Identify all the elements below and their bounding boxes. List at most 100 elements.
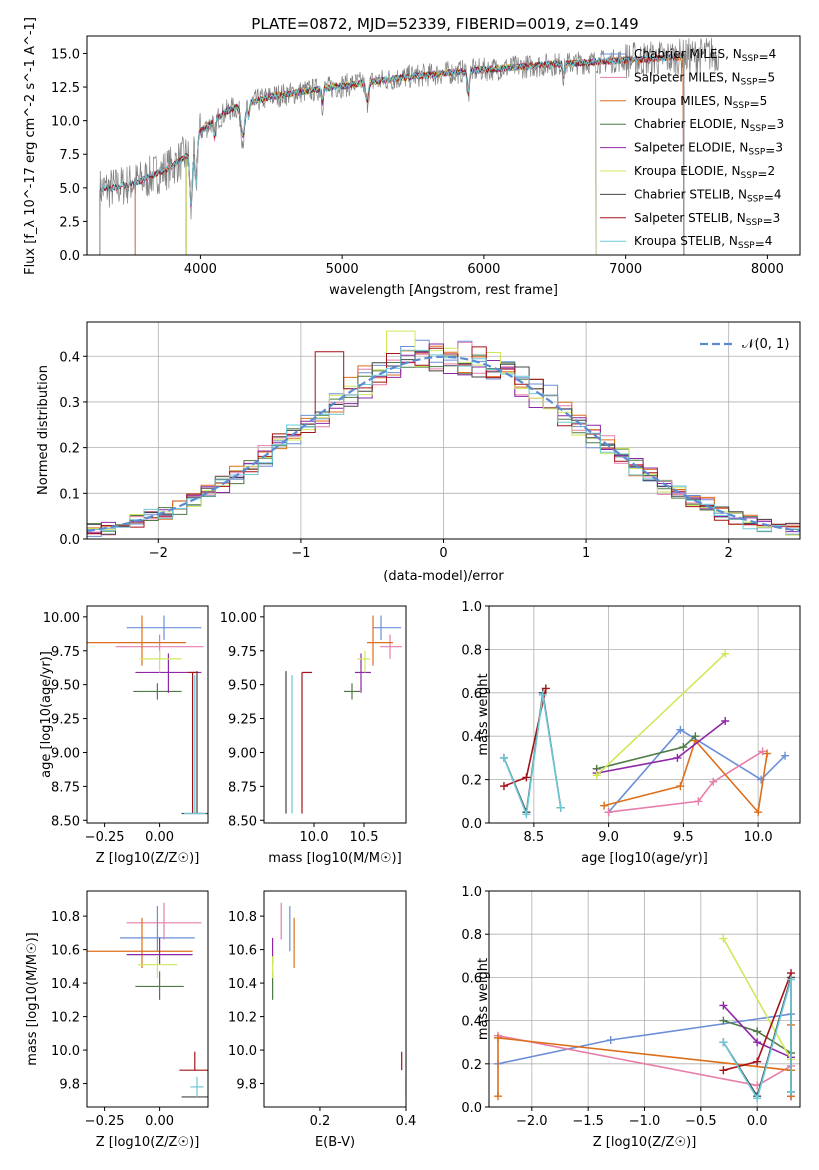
legend-entry: Chabrier STELIB, NSSP=4 bbox=[634, 187, 782, 204]
x-tick-label: 4000 bbox=[184, 262, 217, 277]
legend-nssp-sub: SSP bbox=[742, 54, 759, 64]
panel-age_vs_Z: −0.25 0.00 8.50 8.75 9.00 9.25 9.50 9.75 10.00 Z … bbox=[39, 605, 209, 866]
series-line bbox=[592, 649, 730, 780]
data-point-marker bbox=[763, 749, 772, 758]
data-point-marker bbox=[676, 782, 685, 791]
data-point-marker bbox=[694, 797, 703, 806]
legend-entry: Salpeter ELODIE, NSSP=3 bbox=[634, 141, 783, 158]
y-tick-label: 0.0 bbox=[461, 1101, 482, 1116]
x-tick-label: 9.5 bbox=[673, 830, 694, 845]
y-tick-label: 0.4 bbox=[461, 1015, 482, 1030]
series-path bbox=[722, 979, 792, 1101]
legend-nssp-prefix: , N bbox=[732, 141, 749, 155]
y-tick-label: 0.3 bbox=[59, 396, 80, 411]
data-point-marker bbox=[753, 1027, 762, 1036]
legend-name: Kroupa STELIB bbox=[634, 234, 721, 248]
x-tick-label: 6000 bbox=[467, 262, 500, 277]
legend-name: Chabrier ELODIE bbox=[634, 117, 733, 131]
plot-area bbox=[272, 902, 406, 1097]
data-point-marker bbox=[494, 1033, 503, 1042]
error-bar-point bbox=[87, 615, 186, 666]
series-line bbox=[719, 969, 795, 1075]
data-point-marker bbox=[786, 975, 795, 984]
plot-area bbox=[87, 902, 208, 1098]
panel-weight_vs_Z: −2.0 −1.5 −1.0 −0.5 0.0 0.0 0.2 0.4 0.6 0.8 1.0 Z [… bbox=[461, 885, 801, 1150]
legend-eq: = bbox=[757, 73, 767, 87]
y-tick-label: 0.2 bbox=[59, 442, 80, 457]
legend-eq: = bbox=[763, 214, 773, 228]
error-bar-point bbox=[126, 615, 202, 640]
data-point-marker bbox=[753, 1057, 762, 1066]
x-tick-label: −0.25 bbox=[85, 830, 125, 845]
y-tick-label: 1.0 bbox=[461, 600, 482, 615]
x-axis-label: Z [log10(Z/Z☉)] bbox=[96, 1135, 200, 1150]
legend-name: Salpeter ELODIE bbox=[634, 141, 732, 155]
x-tick-label: 0.4 bbox=[396, 1114, 417, 1129]
data-point-marker bbox=[541, 684, 550, 693]
error-bar-point bbox=[344, 683, 360, 700]
y-axis-label: mass weight bbox=[476, 958, 491, 1040]
x-tick-label: −1.0 bbox=[629, 1114, 661, 1129]
error-bar-point bbox=[87, 917, 193, 969]
panel-residuals: −2 −1 0 1 2 0.0 0.1 0.2 0.3 0.4 (data-model)/error… bbox=[36, 321, 801, 584]
figure-title: PLATE=0872, MJD=52339, FIBERID=0019, z=0… bbox=[251, 15, 638, 33]
data-point-marker bbox=[556, 803, 565, 812]
legend-nssp-value: 3 bbox=[777, 117, 785, 131]
model-spectrum-line bbox=[185, 58, 597, 255]
y-tick-label: 0.6 bbox=[461, 687, 482, 702]
error-bar-point bbox=[133, 683, 182, 700]
y-tick-label: 0.4 bbox=[461, 730, 482, 745]
y-tick-label: 1.0 bbox=[461, 885, 482, 900]
legend-nssp-value: 4 bbox=[769, 47, 777, 61]
y-tick-label: 10.8 bbox=[228, 910, 257, 925]
y-tick-label: 10.2 bbox=[51, 1011, 80, 1026]
x-axis-label: Z [log10(Z/Z☉)] bbox=[96, 851, 200, 866]
x-tick-label: −2.0 bbox=[516, 1114, 548, 1129]
data-point-marker bbox=[538, 690, 547, 699]
panel-mass_vs_Z: −0.25 0.00 9.8 10.0 10.2 10.4 10.6 10.8 Z [log10… bbox=[25, 890, 209, 1150]
legend-eq: = bbox=[750, 97, 760, 111]
x-tick-label: 10.0 bbox=[300, 830, 329, 845]
data-point-marker bbox=[781, 751, 790, 760]
legend-nssp-prefix: , N bbox=[724, 164, 741, 178]
error-bar-point bbox=[380, 634, 402, 659]
data-point-marker bbox=[719, 1066, 728, 1075]
legend-name: Kroupa ELODIE bbox=[634, 164, 724, 178]
data-point-marker bbox=[691, 732, 700, 741]
y-axis-label: mass [log10(M/M☉)] bbox=[25, 932, 40, 1065]
legend-name: Salpeter MILES bbox=[634, 70, 724, 84]
plot-area bbox=[499, 649, 790, 819]
y-tick-label: 10.0 bbox=[228, 1044, 257, 1059]
plot-area bbox=[87, 615, 208, 815]
y-tick-label: 0.2 bbox=[461, 1058, 482, 1073]
y-axis-label: Flux [f_λ 10^-17 erg cm^-2 s^-1 A^-1] bbox=[23, 17, 38, 275]
x-tick-label: −1 bbox=[291, 546, 310, 561]
model-spectrum-line bbox=[99, 53, 685, 255]
legend-eq: = bbox=[764, 190, 774, 204]
y-tick-label: 0.8 bbox=[461, 643, 482, 658]
y-tick-label: 8.75 bbox=[51, 780, 80, 795]
legend-eq: = bbox=[759, 50, 769, 64]
data-point-marker bbox=[606, 1036, 615, 1045]
error-bar-point bbox=[190, 1076, 204, 1097]
y-tick-label: 0.4 bbox=[59, 350, 80, 365]
y-tick-label: 10.6 bbox=[51, 944, 80, 959]
y-tick-label: 0.0 bbox=[59, 533, 80, 548]
model-spectrum-line bbox=[185, 58, 597, 255]
y-tick-label: 8.75 bbox=[228, 780, 257, 795]
series-line bbox=[604, 747, 767, 817]
legend-entry: Salpeter MILES, NSSP=5 bbox=[634, 70, 775, 87]
series-line bbox=[499, 690, 565, 819]
legend-nssp-prefix: , N bbox=[716, 94, 733, 108]
error-bar-point bbox=[373, 615, 401, 640]
data-point-marker bbox=[753, 1038, 762, 1047]
error-bar-point bbox=[120, 906, 195, 952]
legend-nssp-prefix: , N bbox=[730, 187, 747, 201]
y-tick-label: 2.5 bbox=[59, 215, 80, 230]
series-line bbox=[604, 725, 790, 817]
legend-nssp-value: 4 bbox=[765, 234, 773, 248]
legend-nssp-prefix: , N bbox=[724, 70, 741, 84]
series-line bbox=[719, 1016, 795, 1057]
x-tick-label: −1.5 bbox=[572, 1114, 604, 1129]
error-bar-point bbox=[357, 650, 370, 673]
